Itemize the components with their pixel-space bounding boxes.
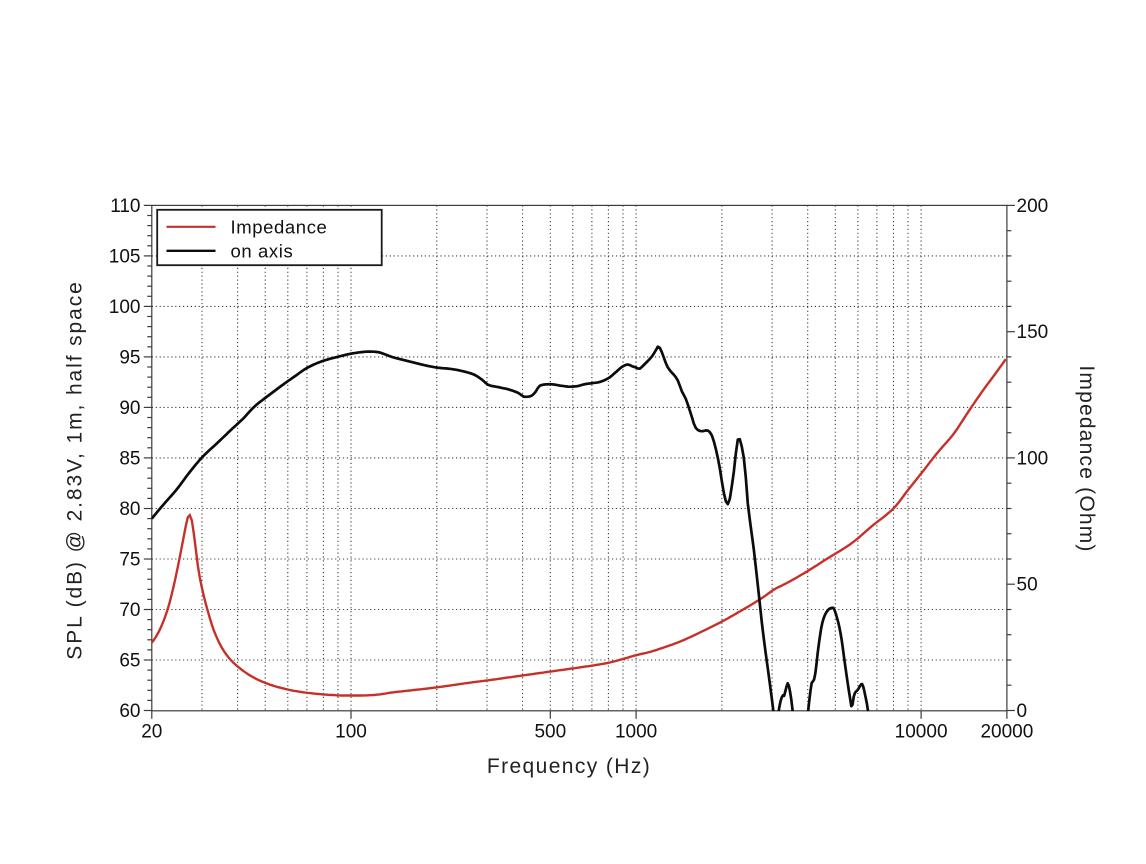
svg-text:90: 90 [119,398,140,419]
svg-text:150: 150 [1017,322,1049,343]
svg-text:105: 105 [109,246,141,267]
svg-text:Frequency (Hz): Frequency (Hz) [487,755,651,778]
svg-text:10000: 10000 [895,722,948,743]
svg-text:on axis: on axis [231,240,294,261]
svg-text:100: 100 [335,722,367,743]
svg-text:50: 50 [1017,575,1038,596]
svg-text:100: 100 [1017,448,1049,469]
svg-text:SPL (dB) @ 2.83V, 1m, half spa: SPL (dB) @ 2.83V, 1m, half space [64,280,87,659]
svg-text:110: 110 [110,196,140,217]
svg-text:Impedance (Ohm): Impedance (Ohm) [1075,365,1098,552]
svg-text:Impedance: Impedance [231,216,328,237]
svg-text:500: 500 [534,722,566,743]
svg-text:60: 60 [119,701,140,722]
svg-text:80: 80 [119,499,140,520]
svg-text:200: 200 [1017,196,1049,217]
svg-text:95: 95 [119,347,140,368]
svg-text:20000: 20000 [980,722,1033,743]
svg-text:85: 85 [119,448,140,469]
svg-text:70: 70 [119,600,140,621]
svg-text:0: 0 [1017,701,1028,722]
svg-text:1000: 1000 [615,722,657,743]
svg-text:65: 65 [119,651,140,672]
svg-text:100: 100 [109,297,141,318]
svg-text:75: 75 [119,550,140,571]
svg-text:20: 20 [141,722,162,743]
